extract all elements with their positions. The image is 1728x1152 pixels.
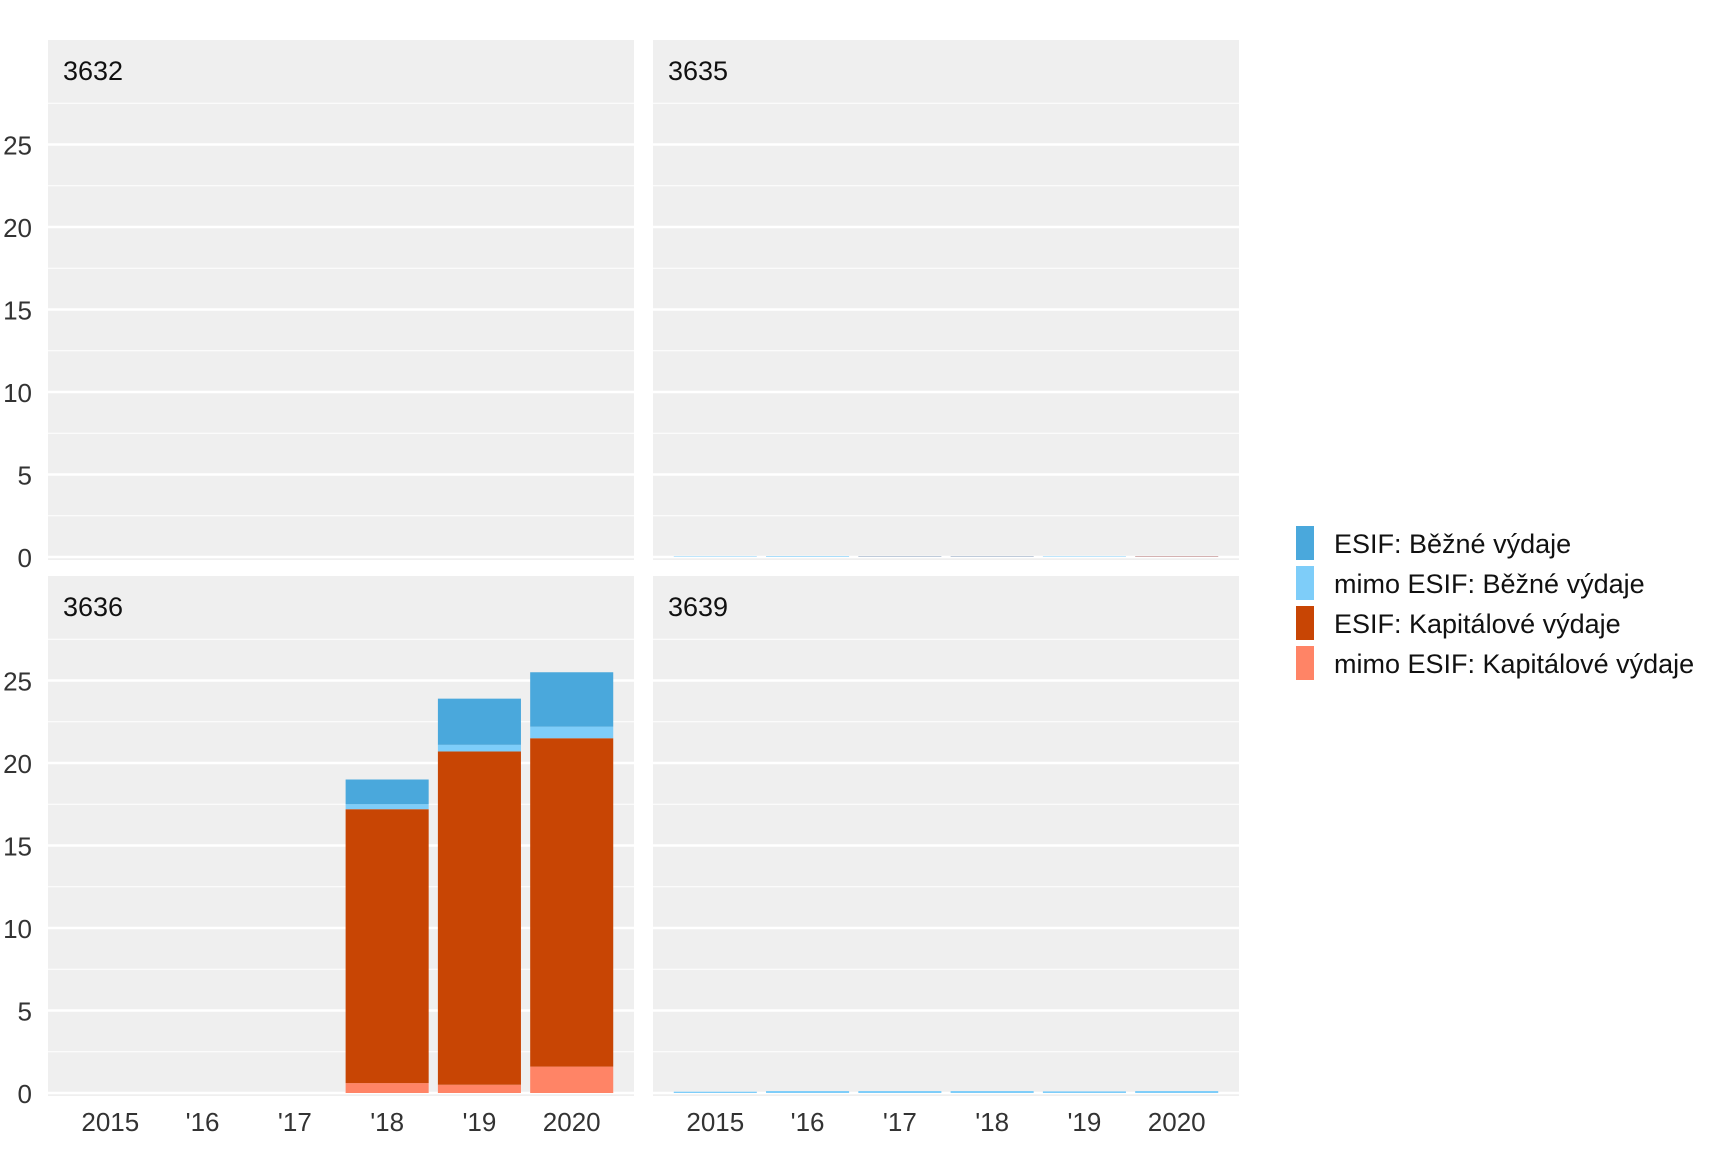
y-tick-label: 15 [3, 296, 32, 326]
legend-swatch [1296, 606, 1314, 640]
x-tick-label: '16 [186, 1107, 220, 1137]
bar-3636-4-1 [437, 751, 521, 1085]
y-tick-label: 25 [3, 667, 32, 697]
x-tick-label: '17 [883, 1107, 917, 1137]
x-tick-label: '17 [278, 1107, 312, 1137]
bar-3636-5-3 [530, 672, 614, 727]
x-tick-label: '18 [975, 1107, 1009, 1137]
bar-3636-5-0 [530, 1066, 614, 1093]
legend-swatch [1296, 646, 1314, 680]
bar-3639-4-2 [1042, 1091, 1126, 1093]
y-tick-label: 15 [3, 832, 32, 862]
bar-3639-0-2 [673, 1091, 757, 1093]
x-tick-label: 2015 [81, 1107, 139, 1137]
y-tick-label: 5 [18, 997, 32, 1027]
y-tick-label: 0 [18, 1079, 32, 1109]
bar-3639-3-2 [950, 1091, 1034, 1093]
bar-3636-4-3 [437, 698, 521, 745]
bar-3635-1-2 [766, 556, 850, 557]
bar-3636-5-2 [530, 726, 614, 739]
bar-3636-3-0 [345, 1083, 429, 1093]
panel-title-3635: 3635 [668, 56, 728, 86]
panel-background-3632 [48, 40, 634, 560]
y-tick-label: 20 [3, 749, 32, 779]
bar-3636-4-2 [437, 744, 521, 752]
bar-3636-4-0 [437, 1084, 521, 1093]
panel-title-3639: 3639 [668, 592, 728, 622]
legend-label: ESIF: Kapitálové výdaje [1334, 609, 1621, 639]
x-tick-label: '19 [462, 1107, 496, 1137]
x-tick-label: 2015 [686, 1107, 744, 1137]
x-tick-label: '16 [791, 1107, 825, 1137]
y-tick-label: 25 [3, 131, 32, 161]
x-tick-label: 2020 [1148, 1107, 1206, 1137]
y-tick-label: 10 [3, 378, 32, 408]
y-tick-label: 0 [18, 543, 32, 573]
bar-3636-3-2 [345, 804, 429, 810]
y-tick-label: 10 [3, 914, 32, 944]
bar-3636-3-3 [345, 779, 429, 805]
legend-label: mimo ESIF: Kapitálové výdaje [1334, 649, 1694, 679]
legend-label: mimo ESIF: Běžné výdaje [1334, 569, 1645, 599]
y-tick-label: 20 [3, 213, 32, 243]
legend-swatch [1296, 526, 1314, 560]
panel-background-3639 [653, 576, 1239, 1096]
x-tick-label: '19 [1067, 1107, 1101, 1137]
bar-3636-3-1 [345, 809, 429, 1084]
bar-3639-5-2 [1135, 1091, 1219, 1093]
y-tick-label: 5 [18, 461, 32, 491]
panel-title-3632: 3632 [63, 56, 123, 86]
bar-3639-2-2 [858, 1091, 942, 1093]
x-tick-label: 2020 [543, 1107, 601, 1137]
legend-label: ESIF: Běžné výdaje [1334, 529, 1571, 559]
panel-background-3635 [653, 40, 1239, 560]
legend-swatch [1296, 566, 1314, 600]
x-tick-label: '18 [370, 1107, 404, 1137]
panel-title-3636: 3636 [63, 592, 123, 622]
bar-3636-5-1 [530, 738, 614, 1067]
bar-3639-1-2 [766, 1091, 850, 1093]
